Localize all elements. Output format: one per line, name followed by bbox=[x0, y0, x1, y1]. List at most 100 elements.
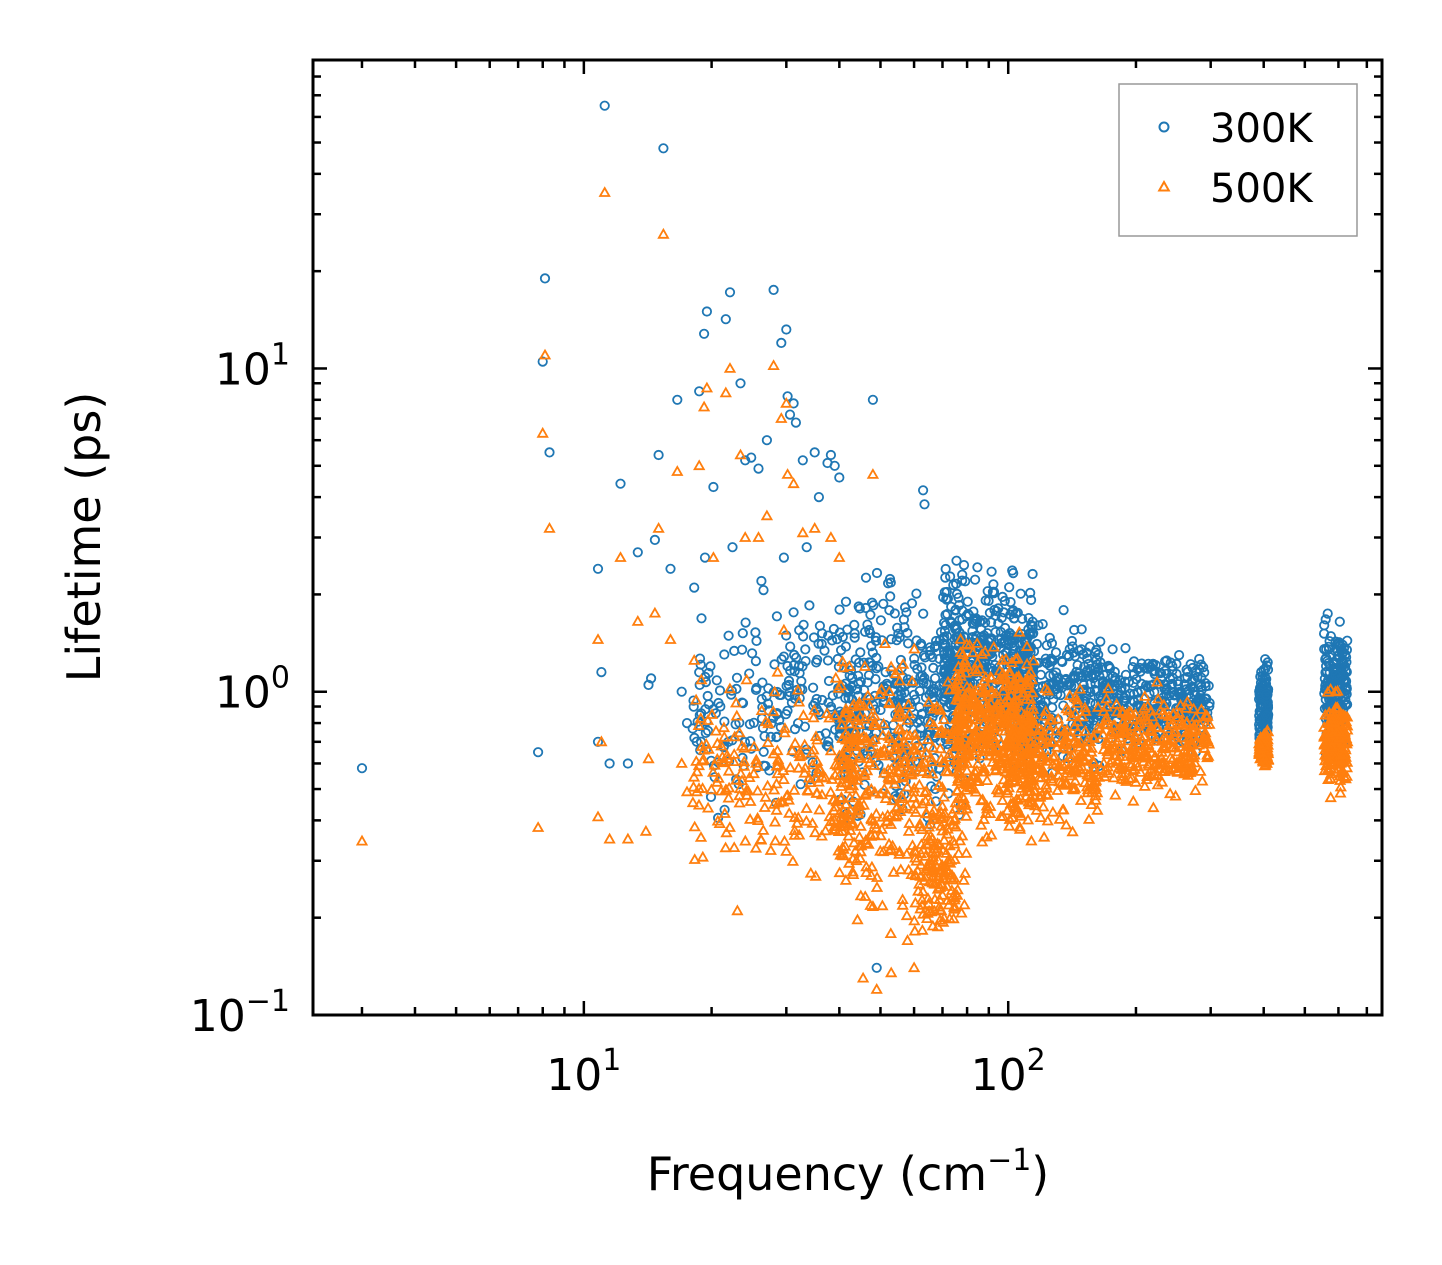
data-point bbox=[985, 828, 998, 840]
data-point bbox=[848, 740, 862, 751]
data-point bbox=[733, 726, 746, 738]
data-point bbox=[970, 764, 984, 776]
data-point bbox=[909, 743, 922, 755]
data-point bbox=[1034, 811, 1047, 822]
data-point bbox=[778, 552, 790, 563]
data-point bbox=[1161, 722, 1174, 734]
data-point bbox=[988, 579, 999, 590]
data-point bbox=[1037, 830, 1051, 842]
data-point bbox=[915, 893, 929, 905]
data-point bbox=[866, 468, 880, 479]
data-point bbox=[765, 731, 776, 743]
data-point bbox=[734, 448, 747, 460]
data-point bbox=[1015, 588, 1026, 599]
data-point bbox=[862, 677, 873, 688]
data-point bbox=[940, 846, 953, 858]
data-point bbox=[987, 722, 1000, 734]
data-point bbox=[913, 778, 926, 790]
data-point bbox=[855, 647, 866, 658]
data-point bbox=[1158, 742, 1172, 754]
data-point bbox=[1128, 747, 1142, 759]
data-point bbox=[1037, 751, 1050, 763]
legend-label-500k: 500K bbox=[1210, 166, 1314, 212]
data-point bbox=[1030, 745, 1044, 757]
data-point bbox=[950, 682, 963, 693]
data-point bbox=[965, 702, 979, 713]
data-point bbox=[537, 356, 548, 367]
data-point bbox=[1328, 665, 1339, 676]
data-point bbox=[1065, 750, 1079, 762]
data-point bbox=[844, 772, 857, 784]
data-point bbox=[891, 710, 904, 722]
data-point bbox=[804, 866, 817, 878]
data-point bbox=[940, 609, 951, 621]
data-point bbox=[720, 314, 731, 325]
data-point bbox=[842, 808, 855, 820]
data-point bbox=[931, 920, 945, 932]
data-point bbox=[1030, 747, 1044, 759]
data-point bbox=[707, 551, 720, 562]
data-point bbox=[992, 783, 1006, 795]
data-point bbox=[728, 748, 741, 759]
data-point bbox=[922, 820, 936, 832]
data-point bbox=[778, 651, 790, 662]
data-point bbox=[701, 801, 715, 813]
data-point bbox=[1085, 798, 1098, 809]
data-point bbox=[1136, 658, 1147, 669]
data-point bbox=[615, 478, 626, 489]
data-point bbox=[719, 649, 730, 660]
data-point bbox=[897, 657, 910, 669]
data-point bbox=[871, 567, 883, 579]
x-tick-label: 101 bbox=[546, 1043, 621, 1101]
data-point bbox=[908, 914, 921, 926]
data-point bbox=[835, 749, 849, 761]
data-point bbox=[712, 771, 725, 783]
data-point bbox=[1003, 737, 1016, 749]
data-point bbox=[891, 808, 904, 820]
data-point bbox=[978, 632, 989, 643]
data-point bbox=[877, 845, 890, 857]
data-point bbox=[727, 542, 738, 553]
data-point bbox=[1100, 700, 1113, 712]
data-point bbox=[1158, 740, 1171, 751]
data-point bbox=[1104, 728, 1118, 740]
data-point bbox=[705, 661, 716, 672]
data-point bbox=[994, 696, 1008, 708]
data-point bbox=[842, 819, 856, 831]
data-point bbox=[807, 682, 819, 693]
data-point bbox=[917, 485, 929, 496]
data-point bbox=[1319, 620, 1330, 631]
data-point bbox=[920, 746, 933, 758]
data-point bbox=[816, 628, 828, 639]
data-point bbox=[1333, 731, 1346, 743]
data-point bbox=[846, 852, 860, 864]
data-point bbox=[692, 719, 705, 730]
data-point bbox=[1201, 748, 1214, 760]
data-point bbox=[937, 911, 951, 923]
data-point bbox=[808, 700, 819, 711]
data-point bbox=[836, 661, 850, 673]
data-point bbox=[658, 143, 669, 154]
data-point bbox=[954, 632, 967, 644]
data-point bbox=[920, 784, 933, 796]
data-point bbox=[728, 841, 741, 852]
data-point bbox=[795, 779, 806, 790]
data-point bbox=[731, 904, 744, 916]
data-point bbox=[1180, 740, 1193, 751]
data-point bbox=[919, 807, 933, 819]
data-point bbox=[749, 756, 763, 768]
data-point bbox=[1110, 697, 1123, 709]
data-point bbox=[835, 792, 848, 803]
data-point bbox=[839, 797, 853, 809]
data-point bbox=[1020, 678, 1033, 690]
data-point bbox=[797, 709, 810, 720]
data-point bbox=[1157, 698, 1170, 710]
data-point bbox=[1013, 625, 1026, 637]
data-point bbox=[1013, 775, 1026, 787]
data-point bbox=[1100, 692, 1113, 704]
data-point bbox=[1200, 693, 1212, 705]
data-point bbox=[783, 675, 795, 687]
data-point bbox=[926, 807, 939, 819]
data-point bbox=[941, 827, 954, 839]
